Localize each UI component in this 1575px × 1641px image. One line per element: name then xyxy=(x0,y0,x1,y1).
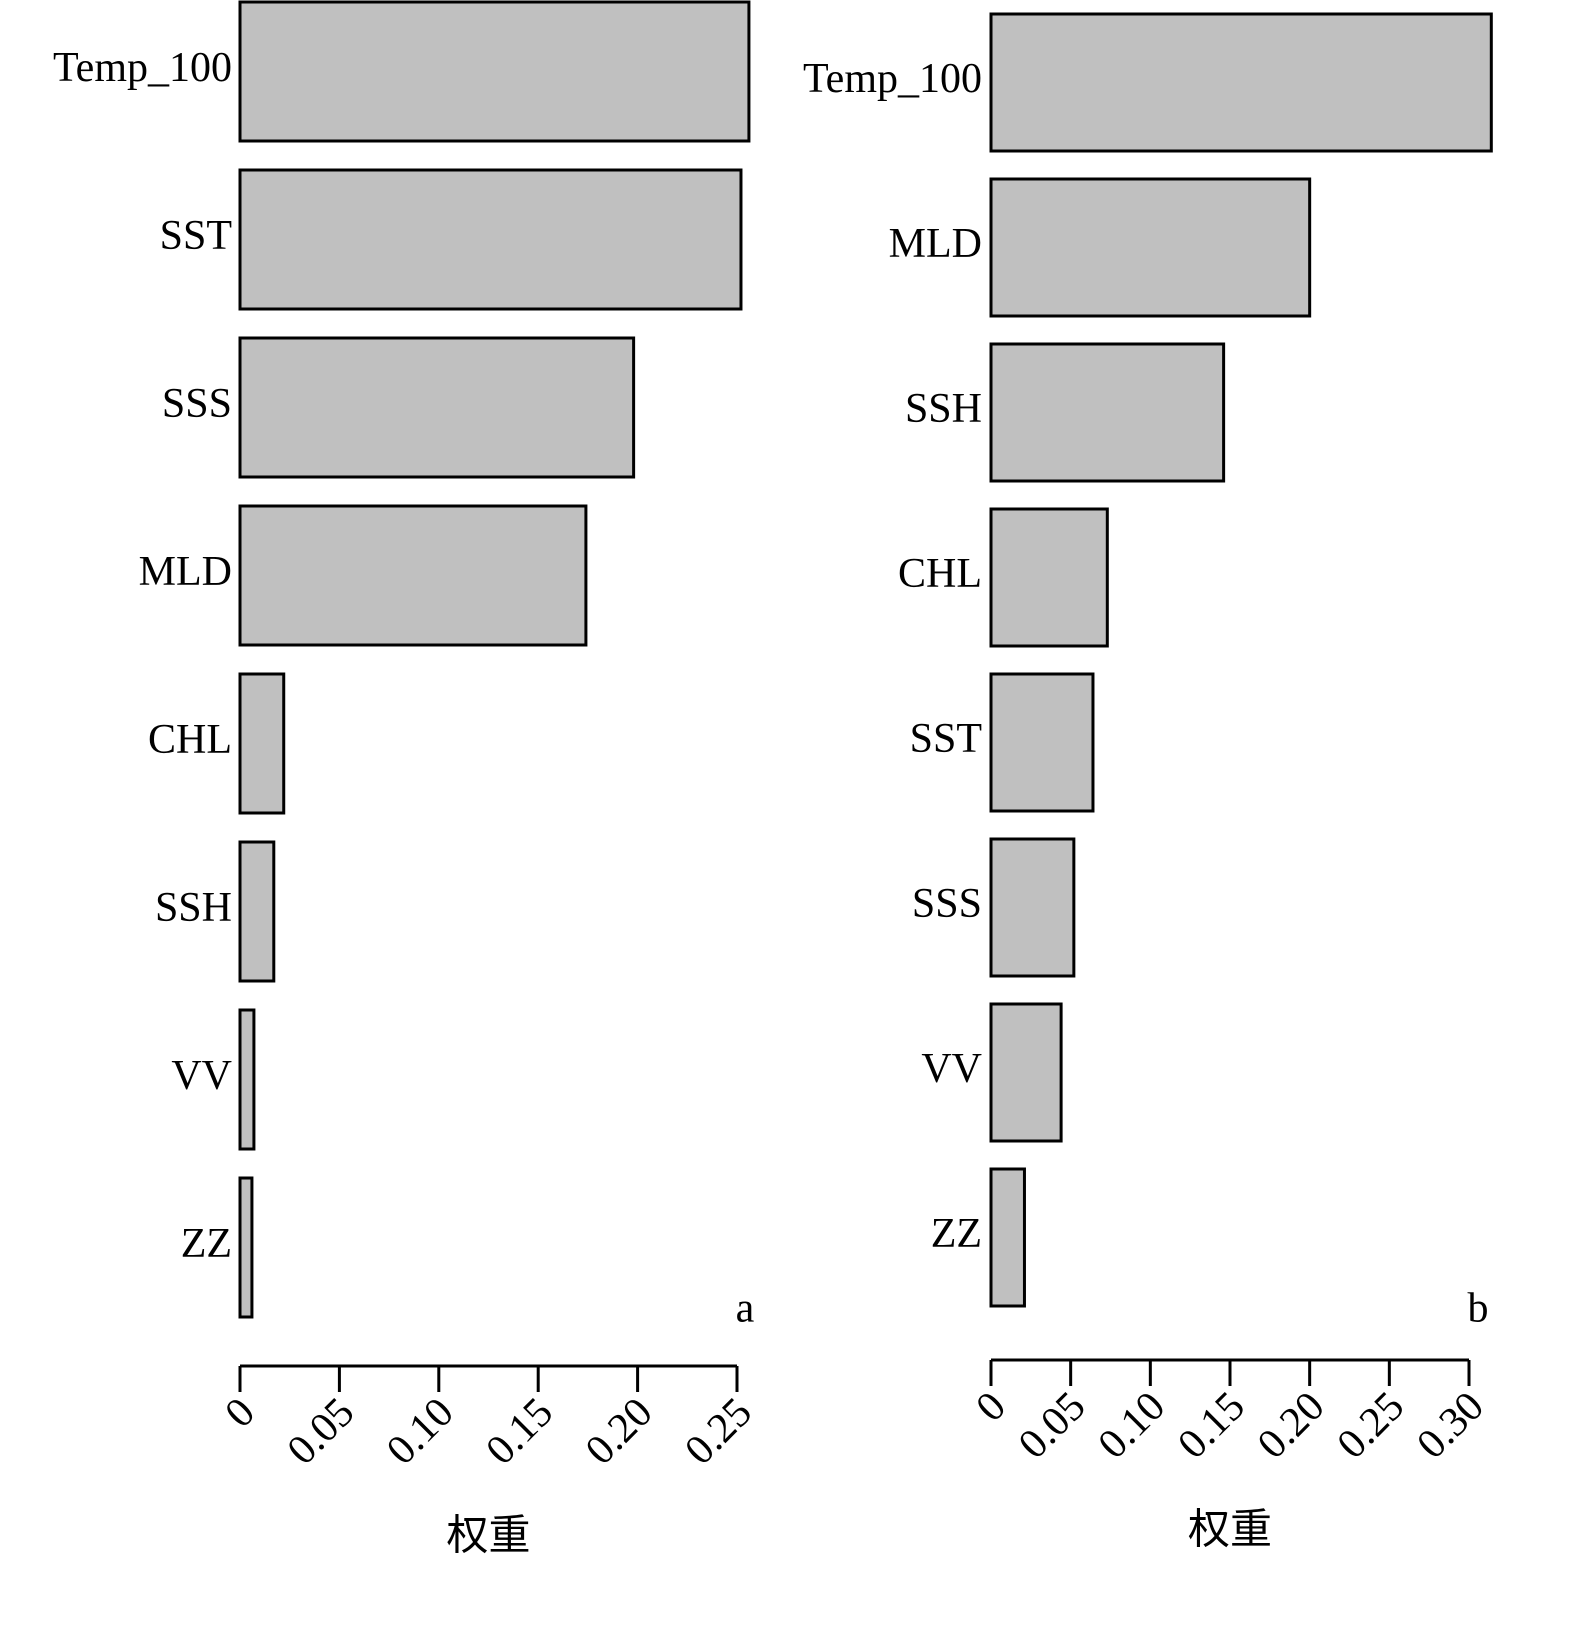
x-tick-label: 0.20 xyxy=(577,1389,661,1473)
panel-label: b xyxy=(1468,1286,1489,1332)
x-tick-label: 0.15 xyxy=(478,1389,562,1473)
category-label: VV xyxy=(921,1046,982,1092)
x-tick-label: 0.10 xyxy=(378,1389,462,1473)
category-label: CHL xyxy=(898,551,982,597)
category-label: MLD xyxy=(889,221,982,267)
category-label: SST xyxy=(160,213,232,259)
bar xyxy=(238,672,286,815)
bar xyxy=(238,1008,256,1151)
x-tick-label: 0.05 xyxy=(1010,1383,1094,1467)
chart-panel: Temp_100 SST SSS MLD CHL SSH VV ZZ 0 0.05 0.10 0.15… xyxy=(53,0,761,1560)
bar xyxy=(989,672,1095,813)
bar xyxy=(989,1002,1063,1143)
bar xyxy=(989,177,1312,318)
bar xyxy=(989,507,1109,648)
category-label: CHL xyxy=(148,717,232,763)
category-label: ZZ xyxy=(931,1211,982,1257)
bar xyxy=(989,342,1226,483)
panel-label: a xyxy=(736,1286,755,1332)
x-tick-label: 0 xyxy=(217,1389,264,1436)
x-tick-label: 0.25 xyxy=(1329,1383,1413,1467)
bar xyxy=(238,0,751,143)
category-label: MLD xyxy=(139,549,232,595)
category-label: SSH xyxy=(905,386,982,432)
x-tick-label: 0.20 xyxy=(1249,1383,1333,1467)
bar xyxy=(238,168,743,311)
bar xyxy=(238,504,588,647)
category-label: SSS xyxy=(912,881,982,927)
category-label: Temp_100 xyxy=(53,45,232,91)
bar xyxy=(238,1176,254,1319)
bar xyxy=(989,837,1076,978)
category-label: SSH xyxy=(155,885,232,931)
x-tick-label: 0.15 xyxy=(1169,1383,1253,1467)
category-label: Temp_100 xyxy=(803,56,982,102)
bar xyxy=(989,12,1493,153)
bar xyxy=(238,336,636,479)
category-label: ZZ xyxy=(181,1221,232,1267)
x-tick-label: 0.25 xyxy=(676,1389,760,1473)
bar xyxy=(989,1167,1026,1308)
chart-panel: Temp_100 MLD SSH CHL SST SSS VV ZZ 00.050.100.15… xyxy=(803,12,1493,1554)
x-tick-label: 0.30 xyxy=(1408,1383,1492,1467)
x-tick-label: 0 xyxy=(968,1383,1015,1430)
x-axis-label: 权重 xyxy=(446,1514,530,1560)
x-tick-label: 0.05 xyxy=(279,1389,363,1473)
x-tick-label: 0.10 xyxy=(1090,1383,1174,1467)
category-label: VV xyxy=(171,1053,232,1099)
x-axis-label: 权重 xyxy=(1188,1508,1272,1554)
category-label: SSS xyxy=(162,381,232,427)
category-label: SST xyxy=(910,716,982,762)
bar xyxy=(238,840,276,983)
